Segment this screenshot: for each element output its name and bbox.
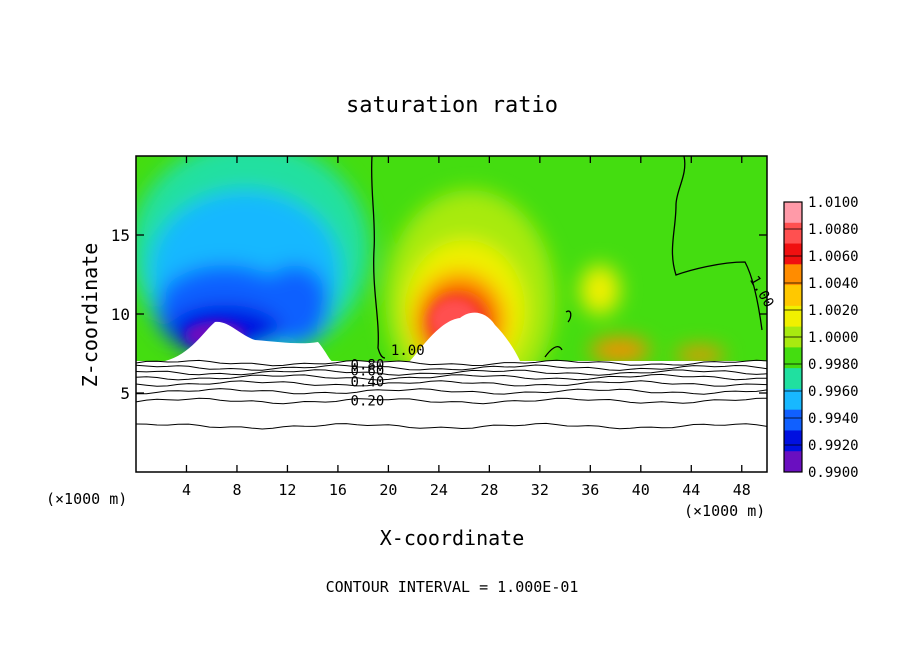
y-tick-label: 15 — [111, 226, 130, 245]
colorbar-label: 0.9940 — [808, 411, 859, 427]
contour-line — [135, 364, 768, 371]
colorbar-label: 0.9920 — [808, 438, 859, 454]
contour-line — [135, 397, 768, 405]
contour-label: 0.60 — [351, 364, 385, 380]
x-axis-label: X-coordinate — [380, 526, 525, 550]
contour-lines-lower — [135, 359, 768, 430]
contour-line — [135, 359, 768, 367]
contour-line — [135, 380, 768, 387]
colorbar-swatch — [784, 388, 802, 411]
x-tick-label: 32 — [531, 481, 549, 499]
x-tick-label: 40 — [632, 481, 650, 499]
y-tick-label: 10 — [111, 305, 130, 324]
colorbar: 1.0100 1.0080 1.0060 1.0040 1.0020 1.0000 0.99… — [783, 195, 859, 481]
contour-line — [136, 388, 768, 395]
colorbar-swatch — [784, 202, 802, 224]
contour-interval-note: CONTOUR INTERVAL = 1.000E-01 — [326, 578, 579, 596]
colorbar-swatch — [784, 222, 802, 245]
x-tick-label: 8 — [232, 481, 241, 499]
colorbar-swatch — [784, 451, 802, 473]
x-unit-right: (×1000 m) — [684, 502, 765, 520]
x-tick-label: 20 — [379, 481, 397, 499]
colorbar-swatch — [784, 409, 802, 431]
colorbar-label: 1.0000 — [808, 330, 859, 346]
contour-line — [135, 369, 768, 376]
colorbar-label: 0.9980 — [808, 357, 859, 373]
contour-label: 0.80 — [351, 357, 385, 373]
colorbar-swatch — [784, 368, 802, 390]
colorbar-label: 1.0020 — [808, 303, 859, 319]
x-tick-label: 16 — [329, 481, 347, 499]
colorbar-swatch — [784, 430, 802, 452]
x-tick-label: 36 — [581, 481, 599, 499]
colorbar-swatch — [784, 243, 802, 265]
colorbar-label: 1.0100 — [808, 195, 859, 211]
colorbar-label: 1.0060 — [808, 249, 859, 265]
colorbar-label: 1.0040 — [808, 276, 859, 292]
colorbar-swatch — [784, 264, 802, 286]
heatmap-field — [136, 156, 767, 361]
y-axis-ticks: 5 10 15 — [111, 226, 767, 403]
colorbar-label: 0.9960 — [808, 384, 859, 400]
colorbar-label: 0.9900 — [808, 465, 859, 481]
colorbar-swatch — [784, 305, 802, 328]
y-axis-label: Z-coordinate — [78, 243, 102, 388]
x-unit-left: (×1000 m) — [46, 490, 127, 508]
colorbar-swatch — [784, 285, 802, 307]
x-axis-ticks: 4 8 12 16 20 24 28 32 36 40 44 48 — [182, 156, 751, 499]
x-tick-label: 24 — [430, 481, 448, 499]
contour-line — [135, 373, 768, 381]
x-tick-label: 48 — [733, 481, 751, 499]
y-tick-label: 5 — [120, 384, 130, 403]
colorbar-swatch — [784, 347, 802, 369]
colorbar-label: 1.0080 — [808, 222, 859, 238]
x-tick-label: 12 — [278, 481, 296, 499]
x-tick-label: 44 — [682, 481, 700, 499]
x-tick-label: 4 — [182, 481, 191, 499]
contour-label: 0.40 — [351, 375, 385, 391]
contour-label: 0.20 — [351, 394, 385, 410]
contour-label: 1.00 — [391, 343, 425, 359]
contour-line — [135, 422, 768, 430]
contour-lines-upper — [370, 155, 763, 359]
chart-title: saturation ratio — [346, 93, 558, 118]
x-tick-label: 28 — [480, 481, 498, 499]
